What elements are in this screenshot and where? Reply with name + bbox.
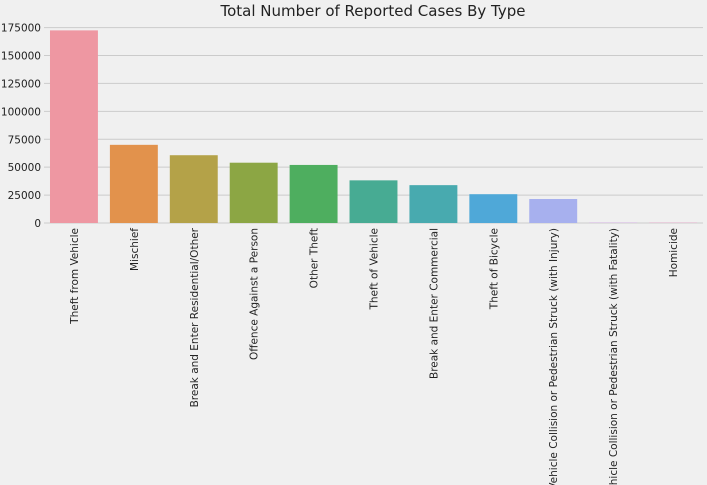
bars [49, 30, 698, 223]
y-tick-label: 25000 [8, 190, 41, 202]
y-tick-label: 75000 [8, 134, 41, 146]
x-tick-label: Vehicle Collision or Pedestrian Struck (… [548, 228, 560, 485]
x-tick-label: Break and Enter Residential/Other [189, 227, 201, 407]
bar [349, 180, 398, 223]
x-tick-label: Offence Against a Person [249, 228, 261, 360]
y-tick-label: 150000 [1, 51, 41, 63]
chart-title: Total Number of Reported Cases By Type [220, 2, 526, 20]
bar [529, 198, 578, 223]
bar [169, 155, 218, 223]
x-tick-label: Theft of Bicycle [488, 228, 500, 310]
y-tick-label: 175000 [1, 23, 41, 35]
x-tick-label: Homicide [668, 228, 680, 277]
y-tick-label: 0 [34, 218, 41, 230]
x-tick-label: Other Theft [309, 228, 321, 288]
y-tick-label: 125000 [1, 78, 41, 90]
x-tick-label: Mischief [129, 228, 141, 271]
bar [49, 30, 98, 223]
y-tick-label: 100000 [1, 106, 41, 118]
bar [229, 162, 278, 223]
bar [109, 144, 158, 223]
bar [469, 194, 518, 223]
x-tick-label: Theft from Vehicle [69, 228, 81, 325]
x-tick-label: Theft of Vehicle [369, 228, 381, 311]
y-tick-label: 50000 [8, 162, 41, 174]
x-tick-label: Vehicle Collision or Pedestrian Struck (… [608, 228, 620, 485]
x-tick-label: Break and Enter Commercial [428, 228, 440, 379]
x-axis-tick-labels: Theft from Vehicle Mischief Break and Ente… [69, 227, 680, 485]
bar [409, 185, 458, 223]
y-axis-tick-labels: 0 25000 50000 75000 100000 125000 150000 175000 [1, 23, 41, 230]
bar [289, 164, 338, 223]
